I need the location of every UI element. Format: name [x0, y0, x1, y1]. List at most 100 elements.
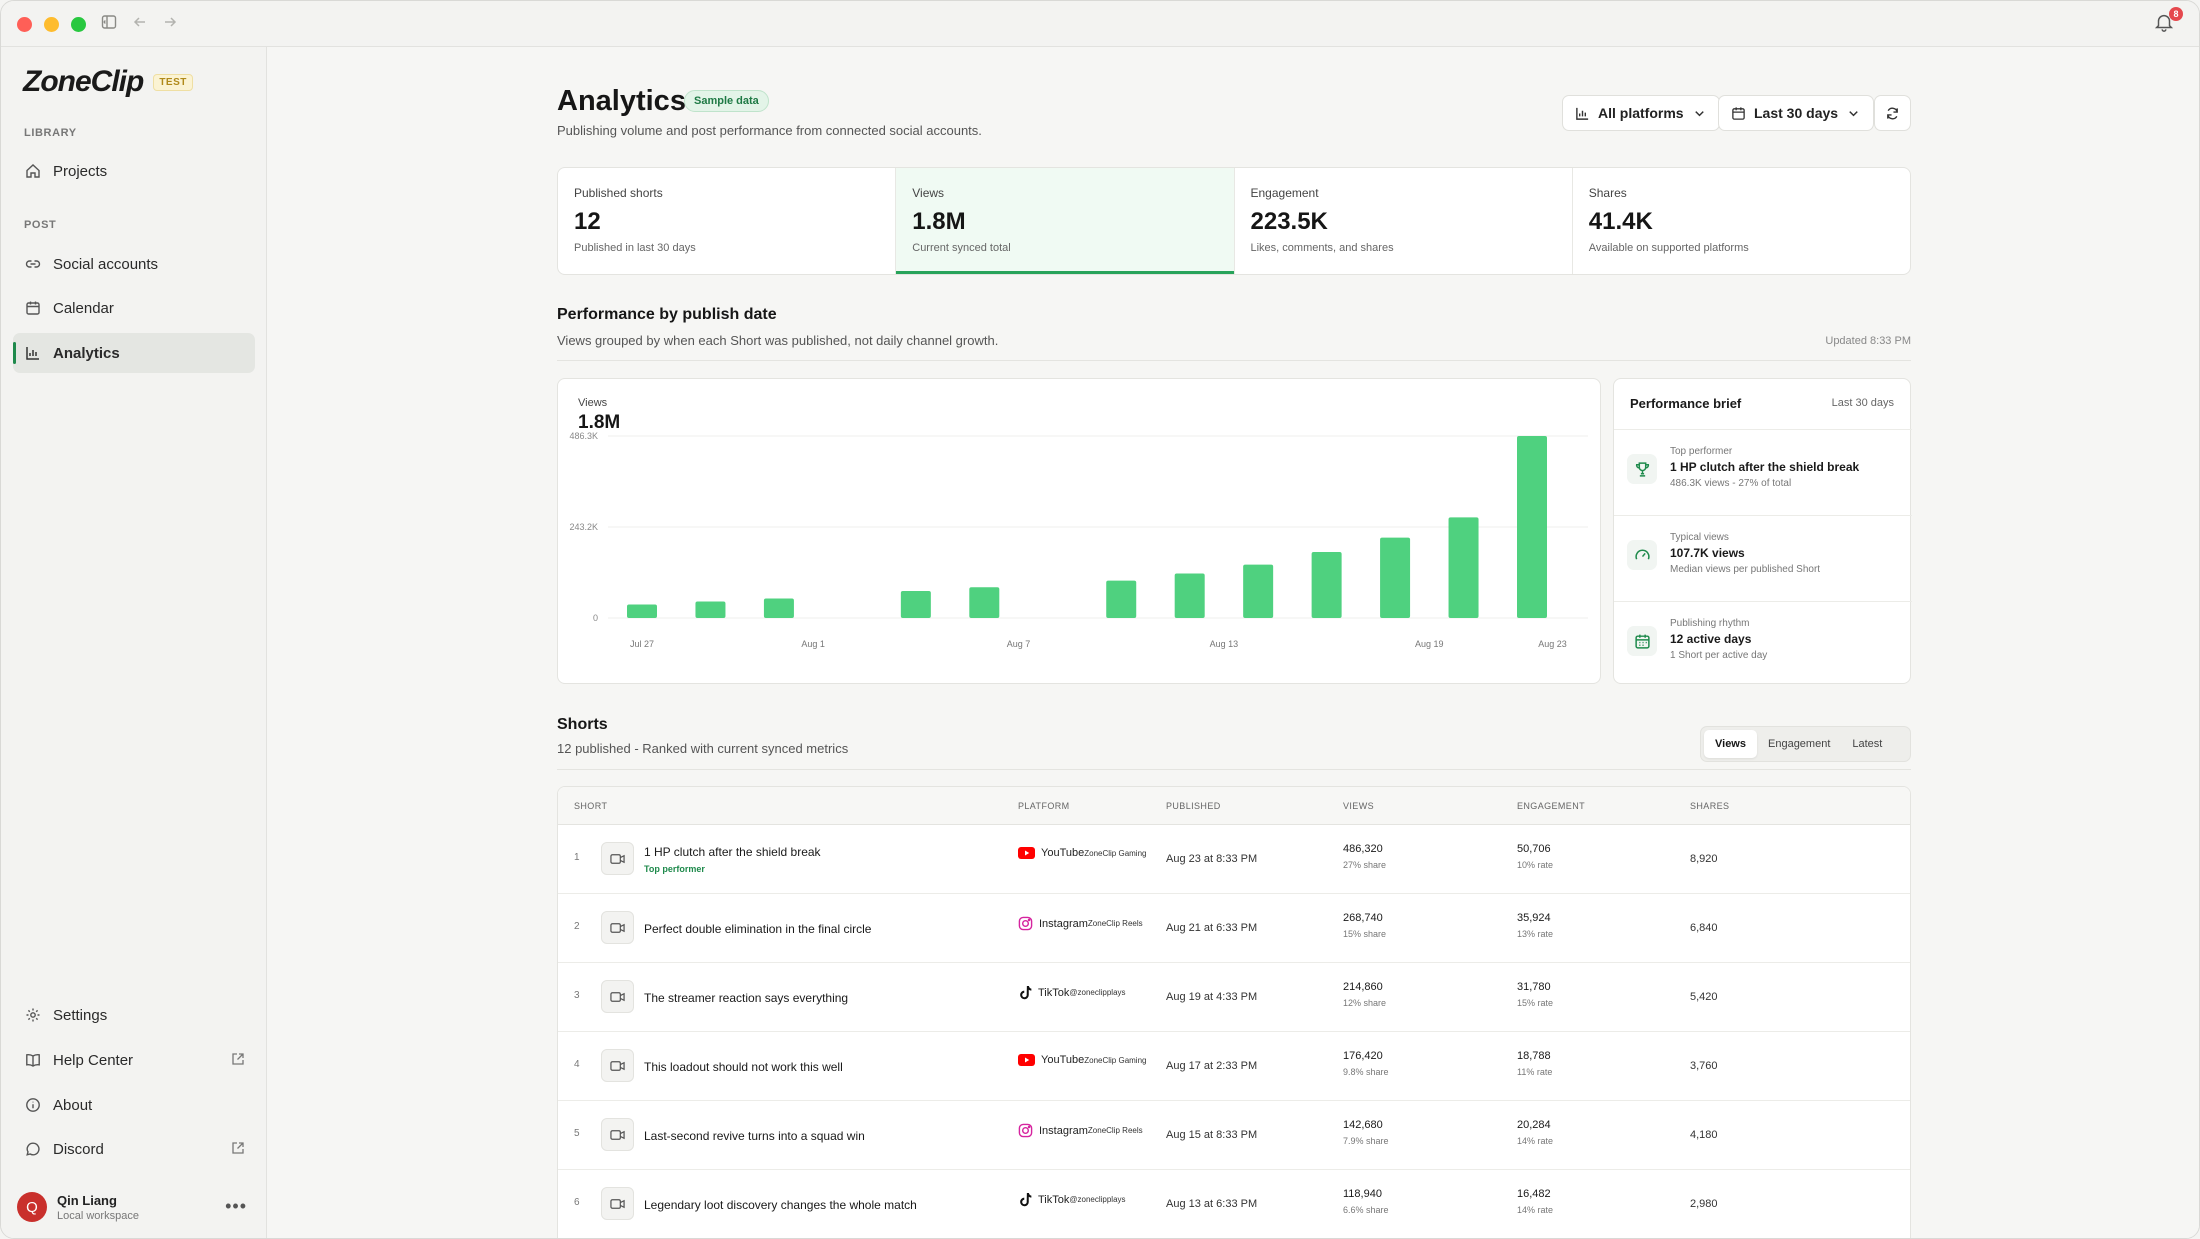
kpi-note: Likes, comments, and shares [1250, 242, 1394, 254]
sidebar-item-social-accounts[interactable]: Social accounts [13, 244, 255, 284]
back-arrow-icon[interactable] [129, 13, 151, 35]
column-header-published[interactable]: PUBLISHED [1166, 801, 1221, 811]
table-row[interactable]: 5 Last-second revive turns into a squad w… [558, 1101, 1910, 1170]
env-tag: TEST [153, 73, 193, 91]
book-icon [26, 1053, 40, 1067]
refresh-button[interactable] [1874, 95, 1911, 131]
more-options-icon[interactable]: ••• [225, 1196, 247, 1216]
close-window-button[interactable] [17, 17, 32, 32]
shorts-table: SHORT PLATFORM PUBLISHED VIEWS ENGAGEMEN… [557, 786, 1911, 1238]
platform-filter-dropdown[interactable]: All platforms [1562, 95, 1720, 131]
sample-data-badge: Sample data [684, 90, 769, 112]
shares-value: 8,920 [1690, 853, 1718, 865]
engagement-cell: 35,924 13% rate [1517, 912, 1553, 939]
short-title[interactable]: This loadout should not work this well [644, 1060, 843, 1074]
brief-top-performer[interactable]: Top performer 1 HP clutch after the shie… [1614, 429, 1912, 515]
sidebar-item-discord[interactable]: Discord [13, 1129, 255, 1169]
kpi-label: Shares [1588, 186, 1627, 200]
chart-bar [1517, 436, 1547, 618]
column-header-engagement[interactable]: ENGAGEMENT [1517, 801, 1586, 811]
brief-title: Performance brief [1630, 396, 1742, 411]
table-row[interactable]: 4 This loadout should not work this well Y… [558, 1032, 1910, 1101]
video-thumbnail[interactable] [601, 911, 634, 944]
column-header-short[interactable]: SHORT [574, 801, 608, 811]
top-performer-tag: Top performer [644, 864, 705, 874]
kpi-engagement[interactable]: Engagement 223.5K Likes, comments, and s… [1235, 168, 1573, 274]
video-icon [610, 853, 625, 864]
sidebar-item-projects[interactable]: Projects [13, 151, 255, 191]
kpi-label: Engagement [1250, 186, 1319, 200]
sort-latest-tab[interactable]: Latest [1852, 738, 1883, 750]
platform-cell: Instagram ZoneClip Reels [1018, 1123, 1143, 1138]
brief-note: 1 Short per active day [1670, 650, 1768, 661]
kpi-published-shorts[interactable]: Published shorts 12 Published in last 30… [558, 168, 897, 274]
column-header-platform[interactable]: PLATFORM [1018, 801, 1070, 811]
video-thumbnail[interactable] [601, 1187, 634, 1220]
kpi-note: Published in last 30 days [574, 242, 696, 254]
sort-views-tab[interactable]: Views [1704, 730, 1757, 758]
table-row[interactable]: 2 Perfect double elimination in the final… [558, 894, 1910, 963]
user-menu[interactable]: Q Qin Liang Local workspace ••• [17, 1188, 251, 1226]
platform-name: TikTok [1038, 986, 1070, 999]
views-value: 214,860 [1343, 981, 1383, 993]
views-share: 7.9% share [1343, 1136, 1389, 1146]
column-header-shares[interactable]: SHARES [1690, 801, 1730, 811]
date-range-dropdown[interactable]: Last 30 days [1718, 95, 1875, 131]
video-icon [610, 922, 625, 933]
chart-bar [1106, 580, 1137, 618]
video-thumbnail[interactable] [601, 980, 634, 1013]
brief-kicker: Typical views [1670, 532, 1729, 543]
views-share: 9.8% share [1343, 1067, 1389, 1077]
platform-name: YouTube [1041, 847, 1085, 859]
sidebar-item-analytics[interactable]: Analytics [13, 333, 255, 373]
table-row[interactable]: 3 The streamer reaction says everything Ti… [558, 963, 1910, 1032]
x-tick-label: Aug 7 [1007, 639, 1031, 649]
video-thumbnail[interactable] [601, 1118, 634, 1151]
short-title[interactable]: Perfect double elimination in the final … [644, 922, 872, 936]
divider [557, 360, 1911, 361]
platform-name: Instagram [1039, 917, 1088, 930]
x-tick-label: Jul 27 [630, 639, 654, 649]
sidebar-item-calendar[interactable]: Calendar [13, 288, 255, 328]
row-rank: 2 [574, 921, 580, 932]
short-title[interactable]: The streamer reaction says everything [644, 991, 849, 1005]
brand-logo[interactable]: ZoneClip TEST [23, 65, 193, 99]
kpi-views[interactable]: Views 1.8M Current synced total [896, 168, 1235, 274]
shares-value: 4,180 [1690, 1129, 1718, 1141]
column-header-views[interactable]: VIEWS [1343, 801, 1375, 811]
chart-bar [1243, 564, 1274, 618]
video-thumbnail[interactable] [601, 842, 634, 875]
table-row[interactable]: 6 Legendary loot discovery changes the wh… [558, 1170, 1910, 1238]
sidebar-item-about[interactable]: About [13, 1085, 255, 1125]
zoom-window-button[interactable] [71, 17, 86, 32]
notifications-button[interactable]: 8 [2153, 7, 2183, 37]
brief-note: Median views per published Short [1670, 564, 1821, 575]
main-content: Analytics Sample data Publishing volume … [267, 47, 2199, 1238]
table-header: SHORT PLATFORM PUBLISHED VIEWS ENGAGEMEN… [558, 787, 1910, 825]
views-share: 15% share [1343, 929, 1387, 939]
sidebar-toggle-icon[interactable] [98, 13, 120, 35]
engagement-value: 35,924 [1517, 912, 1551, 924]
page-subtitle: Publishing volume and post performance f… [557, 123, 982, 138]
short-title[interactable]: Legendary loot discovery changes the who… [644, 1198, 917, 1212]
engagement-cell: 16,482 14% rate [1517, 1188, 1553, 1215]
shorts-subtitle: 12 published - Ranked with current synce… [557, 741, 849, 756]
engagement-rate: 13% rate [1517, 929, 1554, 939]
published-date: Aug 17 at 2:33 PM [1166, 1060, 1258, 1072]
sidebar-item-help-center[interactable]: Help Center [13, 1040, 255, 1080]
brief-publishing-rhythm[interactable]: Publishing rhythm 12 active days 1 Short… [1614, 601, 1912, 687]
calendar-icon [26, 301, 40, 315]
table-row[interactable]: 1 1 HP clutch after the shield break Top p… [558, 825, 1910, 894]
short-title[interactable]: Last-second revive turns into a squad wi… [644, 1129, 865, 1143]
short-title[interactable]: 1 HP clutch after the shield break [644, 845, 821, 859]
brief-typical-views[interactable]: Typical views 107.7K views Median views … [1614, 515, 1912, 601]
video-thumbnail[interactable] [601, 1049, 634, 1082]
sidebar-item-settings[interactable]: Settings [13, 995, 255, 1035]
forward-arrow-icon[interactable] [159, 13, 181, 35]
sort-engagement-tab[interactable]: Engagement [1768, 738, 1831, 750]
kpi-shares[interactable]: Shares 41.4K Available on supported plat… [1573, 168, 1910, 274]
minimize-window-button[interactable] [44, 17, 59, 32]
shorts-title: Shorts [557, 716, 608, 733]
published-date: Aug 23 at 8:33 PM [1166, 853, 1258, 865]
